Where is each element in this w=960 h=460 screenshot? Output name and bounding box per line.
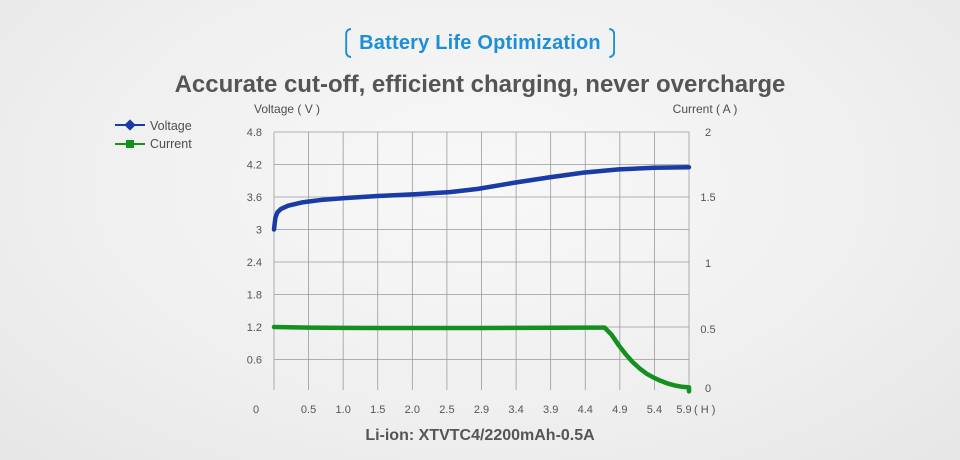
chart-caption: Li-ion: XTVTC4/2200mAh-0.5A — [365, 427, 595, 444]
x-tick-label: 2.5 — [439, 404, 454, 416]
chart-legend: Voltage Current — [115, 119, 192, 151]
page-headline: Accurate cut-off, efficient charging, ne… — [174, 71, 786, 98]
x-axis-ticks: 0.5 1.0 1.5 2.0 2.5 2.9 3.4 3.9 4.4 4.9 5.4 5.9 — [301, 404, 692, 416]
x-tick-label: 3.4 — [508, 404, 523, 416]
left-tick-label: 0.6 — [247, 355, 262, 367]
right-axis-title: Current ( A ) — [673, 102, 738, 116]
x-tick-label: 4.9 — [612, 404, 627, 416]
right-axis-ticks: 0 0.5 1 1.5 2 — [700, 127, 715, 395]
left-axis-ticks: 0.6 1.2 1.8 2.4 3 3.6 4.2 4.8 — [247, 127, 262, 367]
legend-current-label: Current — [150, 137, 192, 151]
x-tick-label: 4.4 — [578, 404, 593, 416]
badge-title: Battery Life Optimization — [359, 31, 601, 54]
x-tick-label: 3.9 — [543, 404, 558, 416]
x-axis-origin-label: 0 — [253, 404, 259, 416]
x-tick-label: 0.5 — [301, 404, 316, 416]
chart-series — [271, 164, 692, 394]
square-icon — [126, 140, 134, 148]
x-tick-label: 5.9 — [676, 404, 691, 416]
x-tick-label: 1.0 — [336, 404, 351, 416]
left-tick-label: 4.2 — [247, 160, 262, 172]
diamond-icon — [124, 119, 136, 131]
legend-item-current: Current — [115, 137, 192, 151]
x-tick-label: 1.5 — [370, 404, 385, 416]
x-tick-label: 5.4 — [647, 404, 662, 416]
x-tick-label: 2.9 — [474, 404, 489, 416]
series-line-current — [271, 324, 692, 394]
left-tick-label: 1.8 — [247, 290, 262, 302]
series-line-voltage — [271, 164, 692, 232]
x-axis-unit: ( H ) — [694, 404, 715, 416]
right-tick-label: 2 — [705, 127, 711, 139]
badge-left-bracket — [345, 28, 352, 58]
left-tick-label: 3.6 — [247, 192, 262, 204]
left-tick-label: 2.4 — [247, 257, 262, 269]
legend-voltage-label: Voltage — [150, 119, 192, 133]
section-badge: Battery Life Optimization — [345, 28, 615, 58]
left-tick-label: 1.2 — [247, 322, 262, 334]
left-tick-label: 4.8 — [247, 127, 262, 139]
right-tick-label: 0.5 — [700, 324, 715, 336]
right-tick-label: 1.5 — [700, 192, 715, 204]
badge-right-bracket — [608, 28, 615, 58]
right-tick-label: 1 — [705, 258, 711, 270]
right-tick-label: 0 — [705, 383, 711, 395]
x-tick-label: 2.0 — [405, 404, 420, 416]
left-axis-title: Voltage ( V ) — [254, 102, 320, 116]
legend-item-voltage: Voltage — [115, 119, 192, 133]
left-tick-label: 3 — [256, 225, 262, 237]
